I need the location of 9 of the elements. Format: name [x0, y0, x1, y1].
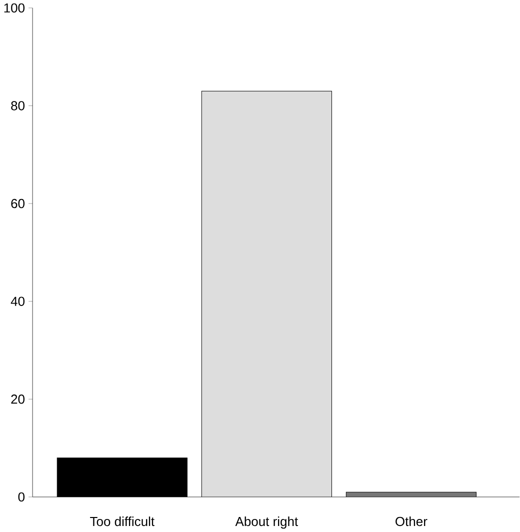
- y-tick-label: 100: [4, 3, 25, 13]
- y-tick-label: 20: [11, 394, 25, 404]
- x-tick-label: Other: [396, 516, 428, 526]
- y-tick-label: 40: [10, 296, 25, 306]
- y-tick-label: 0: [18, 492, 25, 502]
- x-tick-label: Too difficult: [90, 516, 155, 526]
- x-tick-label: About right: [235, 516, 298, 529]
- y-tick-label: 60: [11, 198, 25, 208]
- y-tick-label: 80: [11, 101, 25, 110]
